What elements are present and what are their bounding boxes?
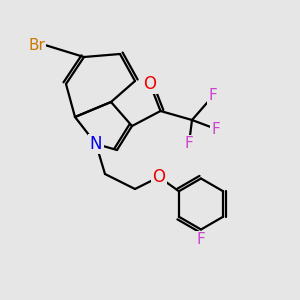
Text: O: O xyxy=(143,75,157,93)
Text: F: F xyxy=(208,88,217,104)
Text: F: F xyxy=(212,122,220,136)
Text: F: F xyxy=(184,136,194,152)
Text: Br: Br xyxy=(28,38,45,52)
Text: O: O xyxy=(152,168,166,186)
Text: N: N xyxy=(90,135,102,153)
Text: F: F xyxy=(196,232,206,247)
